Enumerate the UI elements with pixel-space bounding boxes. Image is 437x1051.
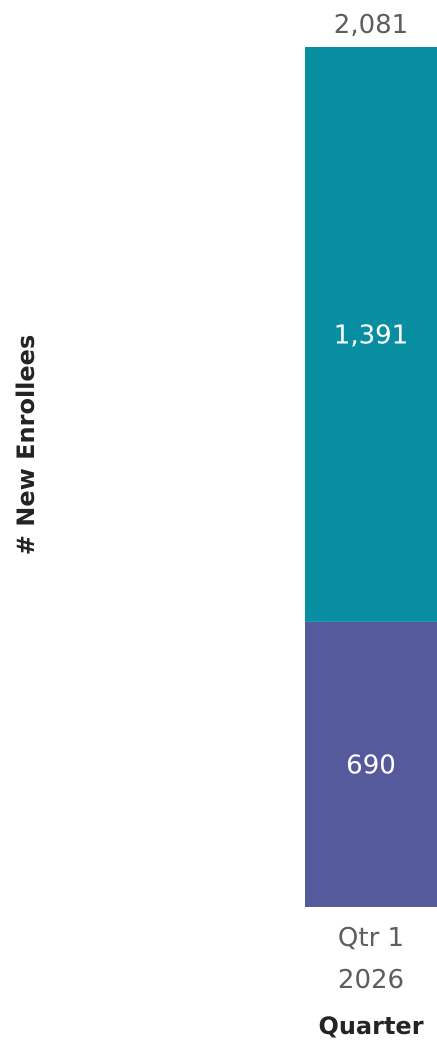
total-label: 2,081: [334, 10, 408, 40]
x-axis-title: Quarter: [318, 1012, 423, 1040]
x-axis-ticks: Qtr 1 2026: [338, 923, 404, 995]
x-tick-label-line-1: 2026: [338, 965, 404, 995]
bars-group: 690 1,391 2,081: [305, 10, 437, 907]
data-label-segment-1: 1,391: [334, 320, 408, 350]
x-tick-label-line-0: Qtr 1: [338, 923, 404, 953]
y-axis-title: # New Enrollees: [12, 335, 40, 555]
bar-segment-0: [305, 621, 437, 907]
data-label-segment-0: 690: [346, 750, 396, 780]
bar-segment-1: [305, 47, 437, 622]
